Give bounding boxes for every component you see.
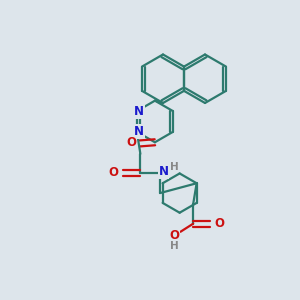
Text: O: O — [214, 217, 224, 230]
Text: N: N — [158, 165, 169, 178]
Text: O: O — [169, 229, 179, 242]
Text: N: N — [134, 105, 144, 118]
Text: O: O — [126, 136, 136, 149]
Text: H: H — [170, 161, 179, 172]
Text: H: H — [169, 241, 178, 250]
Text: O: O — [109, 167, 119, 179]
Text: N: N — [134, 125, 144, 138]
